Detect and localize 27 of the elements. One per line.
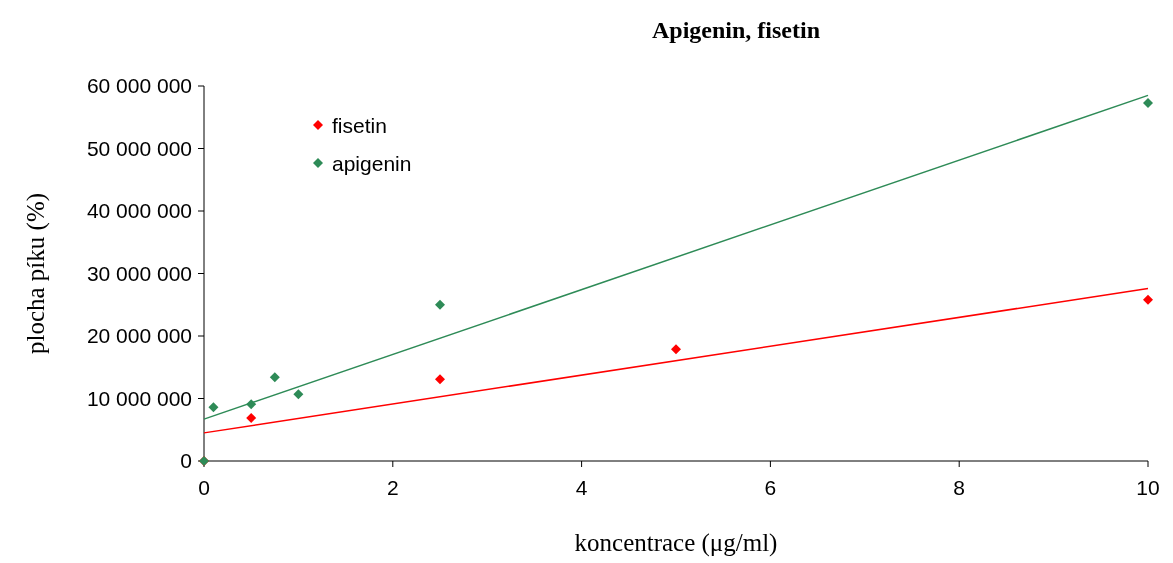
- x-tick-label: 6: [764, 476, 777, 499]
- y-axis-title: plocha píku (%): [22, 192, 50, 355]
- legend-label: apigenin: [332, 152, 412, 175]
- y-tick-label: 30 000 000: [86, 261, 192, 285]
- point: [269, 372, 280, 383]
- y-tick-label: 0: [180, 449, 192, 472]
- x-tick-label: 2: [386, 476, 399, 499]
- y-tick-label: 20 000 000: [86, 324, 192, 347]
- legend-label: fisetin: [332, 114, 387, 137]
- chart-title: Apigenin, fisetin: [651, 17, 821, 43]
- x-axis-title: koncentrace (μg/ml): [574, 529, 778, 557]
- x-tick-label: 0: [198, 476, 210, 499]
- x-tick-label: 8: [953, 476, 966, 499]
- y-tick-label: 60 000 000: [86, 74, 192, 97]
- y-tick-label: 10 000 000: [86, 386, 192, 410]
- y-tick-label: 40 000 000: [86, 199, 192, 222]
- point: [671, 344, 681, 355]
- point: [1143, 97, 1153, 108]
- point: [435, 374, 445, 385]
- point: [208, 402, 219, 413]
- point: [293, 389, 304, 400]
- x-tick-label: 4: [575, 476, 588, 499]
- point: [1143, 294, 1153, 305]
- point: [435, 299, 445, 310]
- y-tick-label: 50 000 000: [86, 136, 192, 160]
- point: [246, 412, 257, 423]
- x-tick-label: 10: [1136, 476, 1160, 499]
